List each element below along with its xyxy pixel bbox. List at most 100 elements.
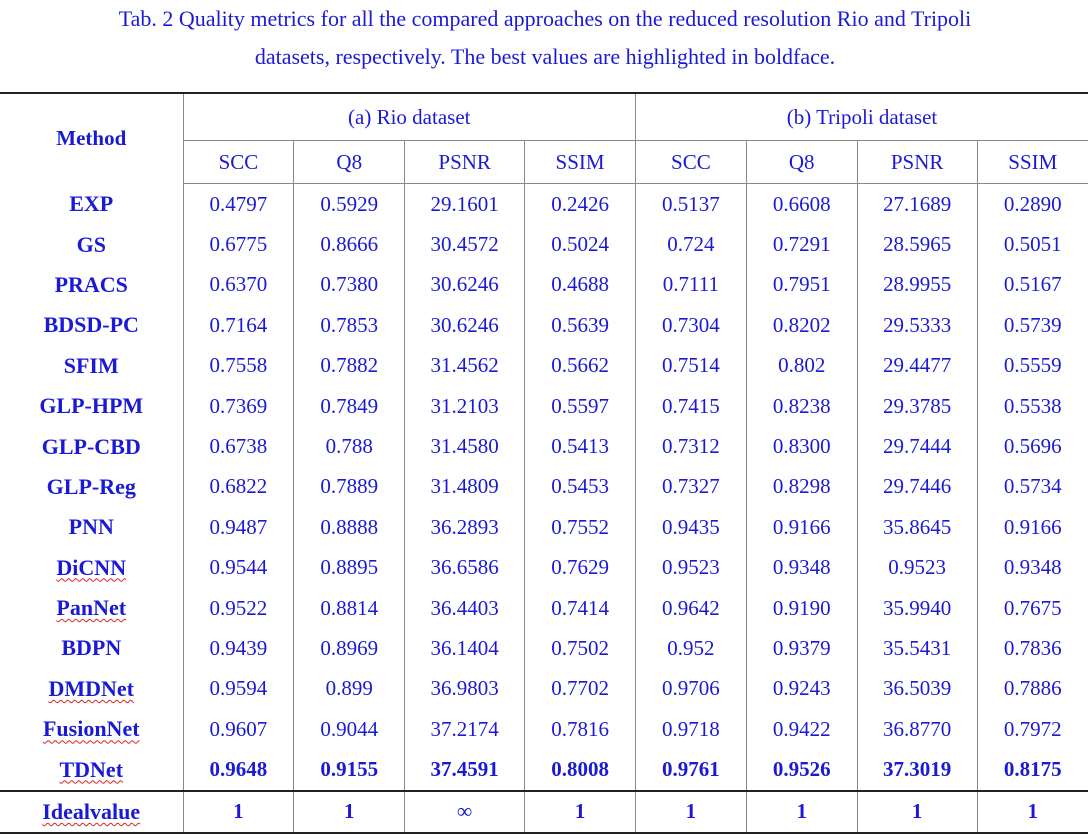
table-caption: Tab. 2 Quality metrics for all the compa… [0,0,1090,76]
metric-value-cell: 30.6246 [404,305,526,346]
metric-value-cell: 0.9190 [746,587,858,629]
metric-value-cell: 0.7312 [635,426,747,467]
metric-value-cell: 36.1404 [404,628,526,669]
metric-value-cell: 0.8969 [293,628,406,669]
metric-value-cell: 35.9940 [857,587,978,629]
method-name: BDPN [61,635,122,661]
method-name: GS [76,231,106,257]
metric-value-cell: 0.5696 [1003,434,1062,459]
ideal-value-row: Idealvalue 1 1 ∞ 1 1 1 1 1 [0,789,1088,834]
metric-value-cell: 0.7502 [524,628,636,669]
metric-value-cell: 0.9348 [1003,555,1062,580]
method-name: BDSD-PC [43,312,139,338]
table-row: BDPN 0.9439 0.8969 36.1404 0.7502 0.952 0.9379… [0,628,1088,669]
table-body: EXP 0.4797 0.5929 29.1601 0.2426 0.5137 0.6608… [0,183,1088,834]
metric-value-cell: 0.8238 [746,385,858,427]
metric-value-cell: 0.4797 [183,183,295,225]
metric-value-cell: 1 [524,789,636,834]
table-row: PRACS 0.6370 0.7380 30.6246 0.4688 0.7111 0.79… [0,264,1088,306]
metric-value-cell: 0.5929 [293,183,406,225]
metric-value-cell: 0.5662 [524,345,636,386]
metric-value-cell: 0.952 [635,628,747,669]
method-name-cell: GLP-CBD [0,426,184,467]
metric-value-cell: 29.4477 [857,345,978,386]
metric-value-cell: 0.8895 [293,547,406,588]
table-row: GLP-CBD 0.6738 0.788 31.4580 0.5413 0.7312 0.8… [0,426,1088,467]
metric-value-cell: 0.7849 [293,385,406,427]
metric-value-cell: 0.5167 [1003,272,1062,297]
metric-value-cell: 1 [293,789,406,834]
method-column-header: Method [0,93,184,184]
metric-value-cell: 37.2174 [404,709,526,750]
metric-value-cell: 0.5739 [1003,312,1062,337]
metric-value-cell: 0.9706 [635,668,747,710]
table-row: GS 0.6775 0.8666 30.4572 0.5024 0.724 0.7291 28… [0,224,1088,265]
method-name: DiCNN [56,554,127,580]
metric-value-cell: 0.7889 [293,466,406,508]
metric-value-cell: 0.7369 [183,385,295,427]
metric-value-cell: 0.5413 [524,426,636,467]
metric-value-cell: 31.4562 [404,345,526,386]
method-name: EXP [69,190,114,216]
metric-value-cell: 30.4572 [404,224,526,265]
method-name-cell: DiCNN [0,547,184,588]
metric-value-cell: 29.1601 [404,183,526,225]
metric-header: PSNR [857,140,978,184]
metric-value-cell: 0.9243 [746,668,858,710]
method-name: PRACS [54,271,128,297]
metric-value-cell: 0.7629 [524,547,636,588]
method-name-cell: EXP [0,183,184,225]
metric-value-cell: 0.7951 [746,264,858,306]
metric-value-cell: 0.7380 [293,264,406,306]
metric-value-cell: 0.7972 [1003,716,1062,741]
metric-value-cell: 0.4688 [524,264,636,306]
metric-value-cell: 0.9594 [183,668,295,710]
metric-value-cell: 0.9155 [293,749,406,791]
metric-value-cell: 36.5039 [857,668,978,710]
metric-value-cell: 0.9166 [1003,514,1062,539]
method-name: PNN [68,514,114,540]
metric-value-cell: 0.6370 [183,264,295,306]
metric-value-cell: 0.9422 [746,709,858,750]
method-name-cell: BDSD-PC [0,305,184,346]
metric-value-cell: 0.6775 [183,224,295,265]
metric-value-cell: 0.788 [293,426,406,467]
metric-value-cell: 0.7414 [524,587,636,629]
metric-value-cell: 0.9523 [857,547,978,588]
metric-value-cell: 0.5051 [1003,232,1062,257]
method-name: GLP-Reg [46,473,136,499]
metric-value-cell: 35.8645 [857,507,978,548]
metric-value-cell: 0.7853 [293,305,406,346]
metric-value-cell: 1 [183,789,295,834]
metric-value-cell: 36.2893 [404,507,526,548]
table-row: GLP-Reg 0.6822 0.7889 31.4809 0.5453 0.7327 0.… [0,466,1088,508]
method-name-cell: GLP-HPM [0,385,184,427]
metric-value-cell: 0.5734 [1003,474,1062,499]
metric-value-cell: 0.9544 [183,547,295,588]
metric-value-cell: 0.6822 [183,466,295,508]
metric-value-cell: 0.9348 [746,547,858,588]
metric-value-cell: 0.9607 [183,709,295,750]
metric-value-cell: 0.9522 [183,587,295,629]
table-row: TDNet 0.9648 0.9155 37.4591 0.8008 0.9761 0.95… [0,749,1088,791]
metric-value-cell: 37.3019 [857,749,978,791]
metric-header: SCC [635,140,747,184]
metric-value-cell: 0.8202 [746,305,858,346]
metric-value-cell: 1 [746,789,858,834]
caption-line-2: datasets, respectively. The best values … [254,44,836,69]
table-row: FusionNet 0.9607 0.9044 37.2174 0.7816 0.9718… [0,709,1088,750]
metric-value-cell: 0.7816 [524,709,636,750]
metric-value-cell: 0.7415 [635,385,747,427]
metric-value-cell: 0.5639 [524,305,636,346]
metric-value-cell: 0.5024 [524,224,636,265]
table-row: DMDNet 0.9594 0.899 36.9803 0.7702 0.9706 0.92… [0,668,1088,710]
metric-value-cell: 0.9435 [635,507,747,548]
metric-value-cell: 0.8888 [293,507,406,548]
metric-value-cell: 0.9718 [635,709,747,750]
metric-value-cell: 0.8666 [293,224,406,265]
metric-value-cell: 0.724 [635,224,747,265]
metric-value-cell: 28.9955 [857,264,978,306]
metric-value-cell: 0.8008 [524,749,636,791]
table-row: PNN 0.9487 0.8888 36.2893 0.7552 0.9435 0.9166… [0,507,1088,548]
metric-value-cell: 28.5965 [857,224,978,265]
